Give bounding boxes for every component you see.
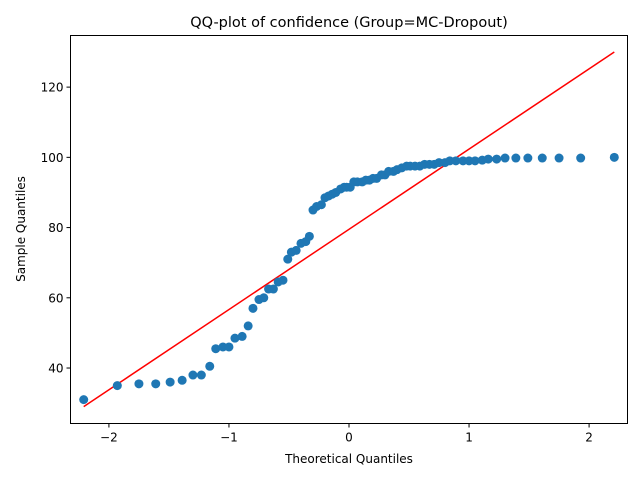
data-point xyxy=(291,245,301,255)
data-point xyxy=(500,153,510,163)
points-layer xyxy=(79,152,619,405)
data-point xyxy=(483,154,493,164)
data-point xyxy=(79,395,89,405)
data-point xyxy=(576,153,586,163)
y-tick-label: 100 xyxy=(41,151,64,165)
x-tick-label: 2 xyxy=(585,431,593,445)
x-axis-ticks: −2 −1 0 1 2 xyxy=(100,423,593,445)
data-point xyxy=(196,370,206,380)
x-axis-title: Theoretical Quantiles xyxy=(284,452,413,466)
data-point xyxy=(316,200,326,210)
data-point xyxy=(259,293,269,303)
y-tick-label: 40 xyxy=(48,362,63,376)
data-point xyxy=(224,342,234,352)
data-point xyxy=(470,156,480,166)
y-axis-title: Sample Quantiles xyxy=(14,176,28,282)
y-tick-label: 80 xyxy=(48,221,63,235)
data-point xyxy=(537,153,547,163)
data-point xyxy=(237,331,247,341)
data-point xyxy=(304,231,314,241)
data-point xyxy=(112,381,122,391)
x-tick-label: 1 xyxy=(465,431,473,445)
x-tick-label: −2 xyxy=(100,431,118,445)
data-point xyxy=(165,377,175,387)
data-point xyxy=(609,152,619,162)
data-point xyxy=(523,153,533,163)
data-point xyxy=(554,153,564,163)
y-axis-ticks: 40 60 80 100 120 xyxy=(41,81,71,376)
data-point xyxy=(188,370,198,380)
chart-title: QQ-plot of confidence (Group=MC-Dropout) xyxy=(190,15,508,31)
reference-line-layer xyxy=(83,51,615,408)
y-tick-label: 60 xyxy=(48,291,63,305)
data-point xyxy=(268,284,278,294)
x-tick-label: −1 xyxy=(220,431,238,445)
data-point xyxy=(278,275,288,285)
data-point xyxy=(283,254,293,264)
reference-line xyxy=(83,51,615,408)
data-point xyxy=(451,156,461,166)
data-point xyxy=(177,375,187,385)
data-point xyxy=(230,333,240,343)
data-point xyxy=(205,361,215,371)
data-point xyxy=(248,303,258,313)
data-point xyxy=(492,154,502,164)
axes-frame xyxy=(70,35,628,424)
data-point xyxy=(243,321,253,331)
data-point xyxy=(211,344,221,354)
x-tick-label: 0 xyxy=(345,431,353,445)
data-point xyxy=(511,153,521,163)
data-point xyxy=(134,379,144,389)
y-tick-label: 120 xyxy=(41,81,64,95)
data-point xyxy=(151,379,161,389)
